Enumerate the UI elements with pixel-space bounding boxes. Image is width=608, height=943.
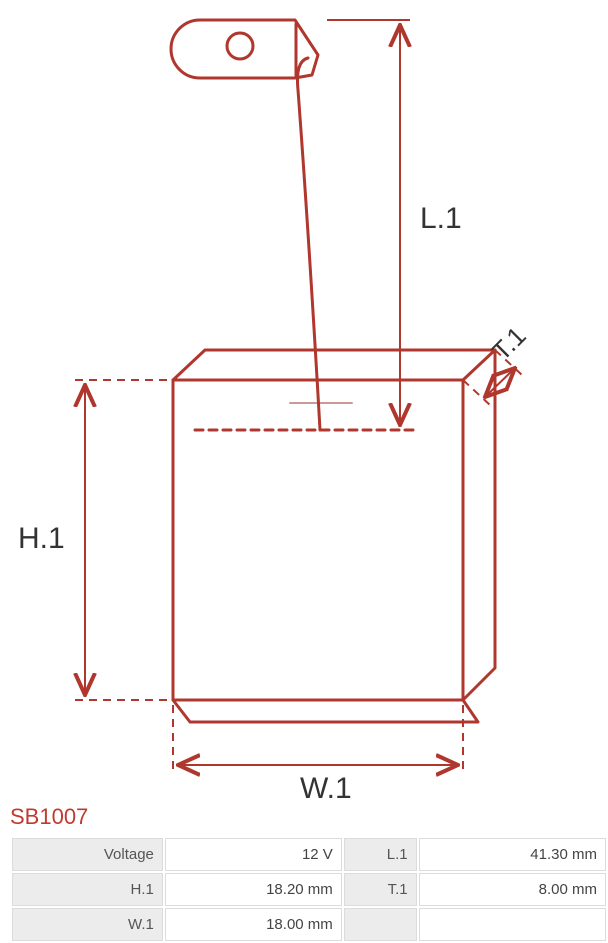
spec-value: 12 V — [165, 838, 342, 871]
spec-value: 8.00 mm — [419, 873, 606, 906]
spec-label: T.1 — [344, 873, 417, 906]
dimension-diagram: L.1 T.1 H.1 W.1 — [0, 0, 608, 800]
label-T1: T.1 — [486, 321, 532, 367]
table-row: Voltage 12 V L.1 41.30 mm — [12, 838, 606, 871]
label-H1: H.1 — [18, 522, 65, 555]
spec-value — [419, 908, 606, 941]
spec-label: Voltage — [12, 838, 163, 871]
product-code: SB1007 — [0, 800, 608, 836]
label-W1: W.1 — [300, 772, 352, 800]
spec-value: 41.30 mm — [419, 838, 606, 871]
spec-table: Voltage 12 V L.1 41.30 mm H.1 18.20 mm T… — [10, 836, 608, 943]
table-row: H.1 18.20 mm T.1 8.00 mm — [12, 873, 606, 906]
spec-value: 18.00 mm — [165, 908, 342, 941]
spec-label — [344, 908, 417, 941]
table-row: W.1 18.00 mm — [12, 908, 606, 941]
label-L1: L.1 — [420, 202, 462, 235]
spec-label: L.1 — [344, 838, 417, 871]
spec-label: W.1 — [12, 908, 163, 941]
spec-label: H.1 — [12, 873, 163, 906]
spec-value: 18.20 mm — [165, 873, 342, 906]
